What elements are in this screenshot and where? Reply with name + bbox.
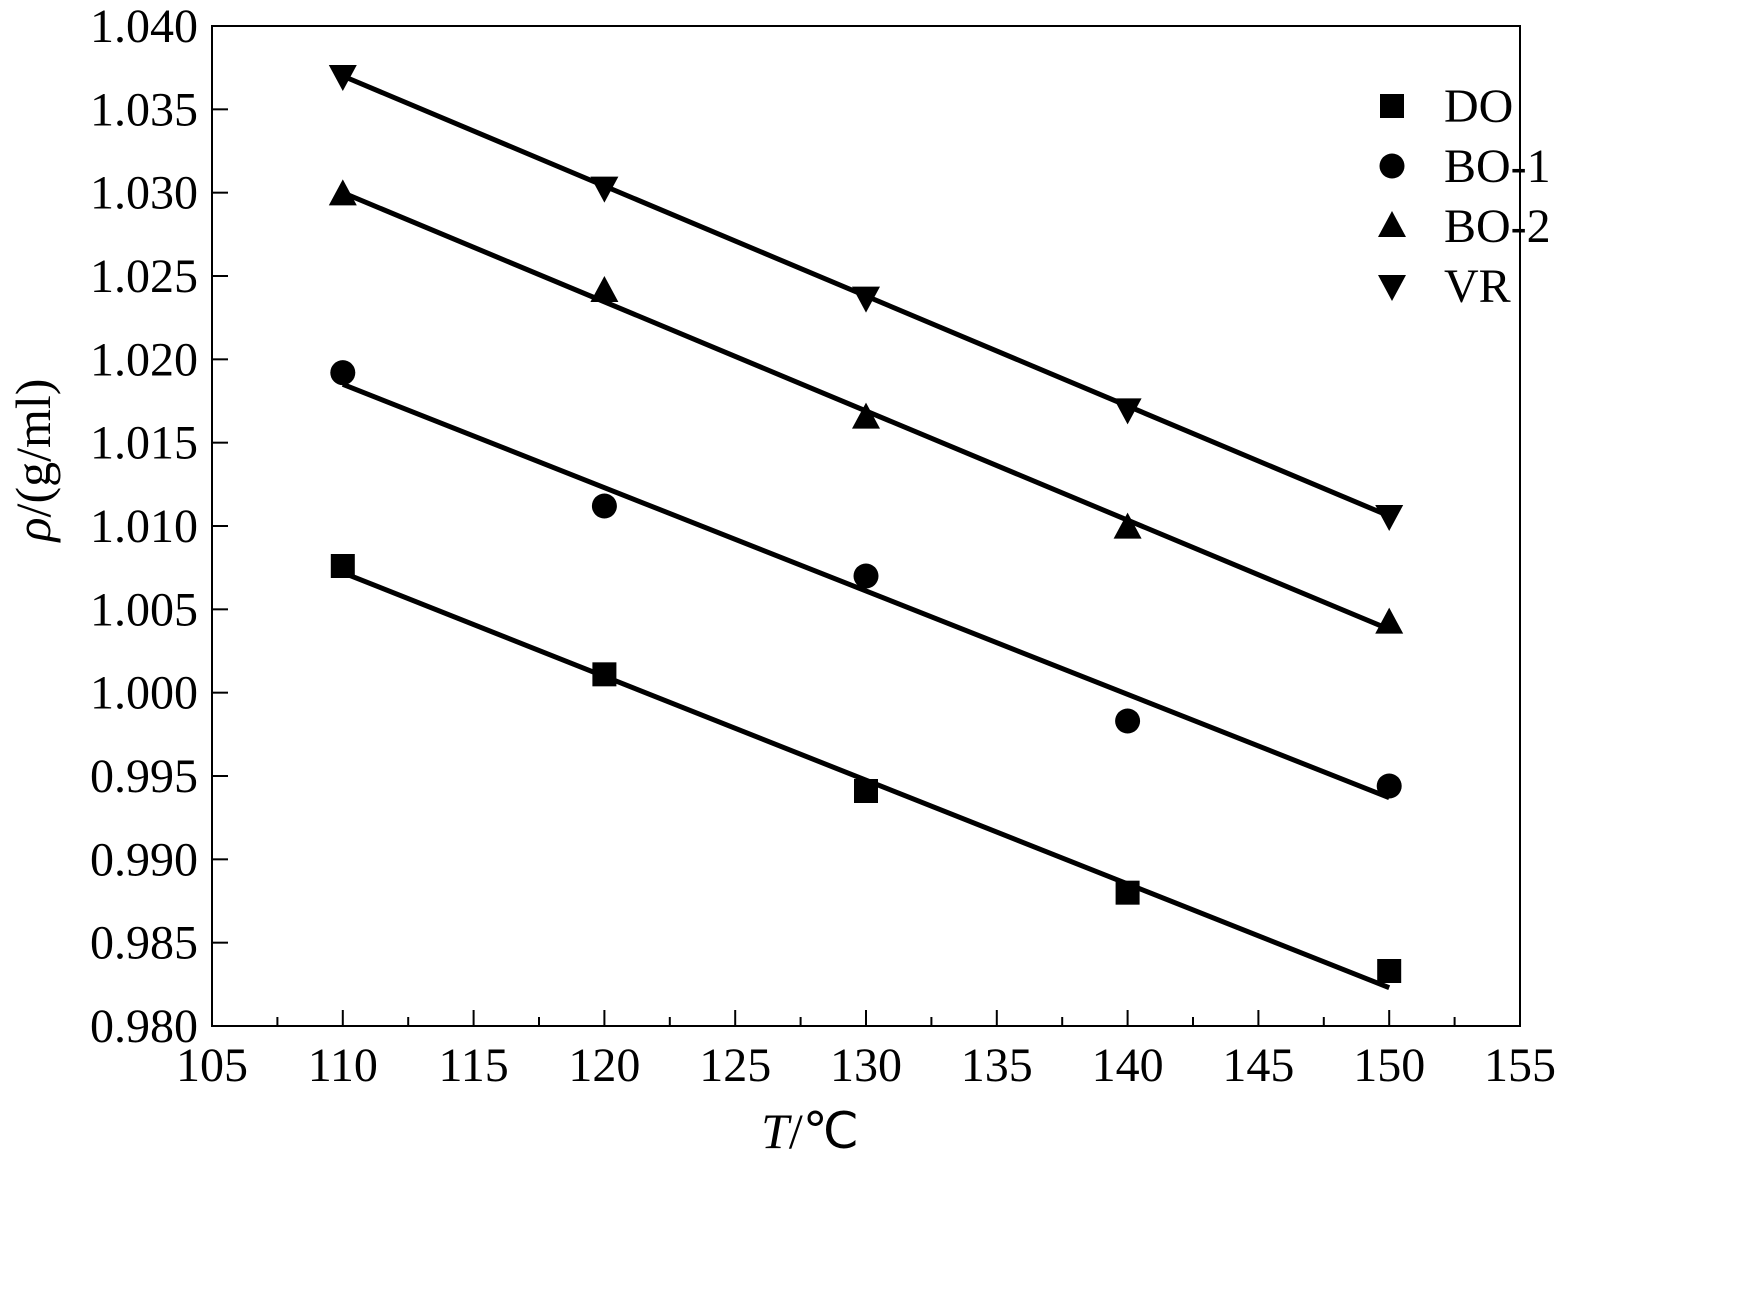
- legend-marker-do: [1380, 94, 1404, 118]
- point-do: [1115, 880, 1140, 905]
- y-tick-label: 1.025: [90, 250, 198, 303]
- point-vr: [852, 286, 880, 313]
- y-tick-label: 0.995: [90, 750, 198, 803]
- legend-label-bo-2: BO-2: [1444, 200, 1551, 253]
- data-points: [328, 65, 1404, 983]
- point-bo-1: [330, 360, 356, 386]
- y-tick-label: 0.980: [90, 1000, 198, 1053]
- point-vr: [328, 65, 357, 91]
- legend-label-do: DO: [1444, 80, 1513, 133]
- x-tick-label: 135: [961, 1039, 1033, 1092]
- point-vr: [1375, 505, 1404, 531]
- y-axis-title: ρ/(g/ml): [5, 379, 61, 544]
- y-tick-label: 1.040: [90, 0, 198, 53]
- x-tick-label: 150: [1353, 1039, 1425, 1092]
- point-vr: [590, 176, 619, 203]
- point-do: [592, 662, 617, 687]
- y-tick-label: 0.985: [90, 917, 198, 970]
- fit-line-bo-1: [341, 382, 1391, 800]
- y-tick-label: 0.990: [90, 833, 198, 886]
- x-axis-title: T/℃: [761, 1103, 859, 1159]
- axis-ticks: 105 110 115 120 125 130 135 140 145 150 155 0.980 0.…: [90, 0, 1556, 1092]
- y-tick-label: 1.010: [90, 500, 198, 553]
- x-tick-label: 110: [308, 1039, 378, 1092]
- legend-label-vr: VR: [1444, 260, 1511, 313]
- y-tick-label: 1.005: [90, 583, 198, 636]
- x-tick-label: 130: [830, 1039, 902, 1092]
- point-vr: [1113, 398, 1142, 425]
- legend: DO BO-1 BO-2 VR: [1378, 80, 1551, 313]
- x-axis-unit: /℃: [789, 1103, 859, 1159]
- x-axis-variable: T: [761, 1103, 792, 1159]
- x-tick-label: 115: [438, 1039, 508, 1092]
- fit-lines: [341, 73, 1391, 990]
- point-bo-2: [590, 276, 619, 302]
- legend-marker-bo-1: [1379, 153, 1405, 179]
- point-bo-1: [1115, 708, 1141, 734]
- y-tick-label: 1.000: [90, 667, 198, 720]
- point-bo-2: [852, 402, 880, 429]
- point-bo-1: [1376, 773, 1402, 799]
- point-bo-2: [1375, 607, 1404, 634]
- legend-marker-vr: [1378, 275, 1406, 301]
- x-tick-label: 125: [699, 1039, 771, 1092]
- x-tick-label: 140: [1092, 1039, 1164, 1092]
- y-axis-unit: /(g/ml): [5, 379, 61, 518]
- plot-frame: [211, 25, 1521, 1027]
- point-bo-2: [328, 179, 357, 206]
- point-bo-2: [1113, 512, 1142, 539]
- y-axis-variable: ρ: [5, 517, 61, 543]
- point-do: [330, 554, 355, 578]
- point-do: [1377, 959, 1402, 983]
- point-do: [854, 779, 878, 803]
- x-tick-label: 120: [568, 1039, 640, 1092]
- y-tick-label: 1.030: [90, 167, 198, 220]
- x-tick-label: 155: [1484, 1039, 1556, 1092]
- legend-label-bo-1: BO-1: [1444, 140, 1551, 193]
- y-tick-label: 1.035: [90, 83, 198, 136]
- y-tick-label: 1.020: [90, 333, 198, 386]
- point-bo-1: [853, 563, 879, 589]
- y-tick-label: 1.015: [90, 417, 198, 470]
- x-tick-label: 105: [176, 1039, 248, 1092]
- x-tick-label: 145: [1222, 1039, 1294, 1092]
- legend-marker-bo-2: [1378, 211, 1406, 237]
- point-bo-1: [591, 493, 617, 519]
